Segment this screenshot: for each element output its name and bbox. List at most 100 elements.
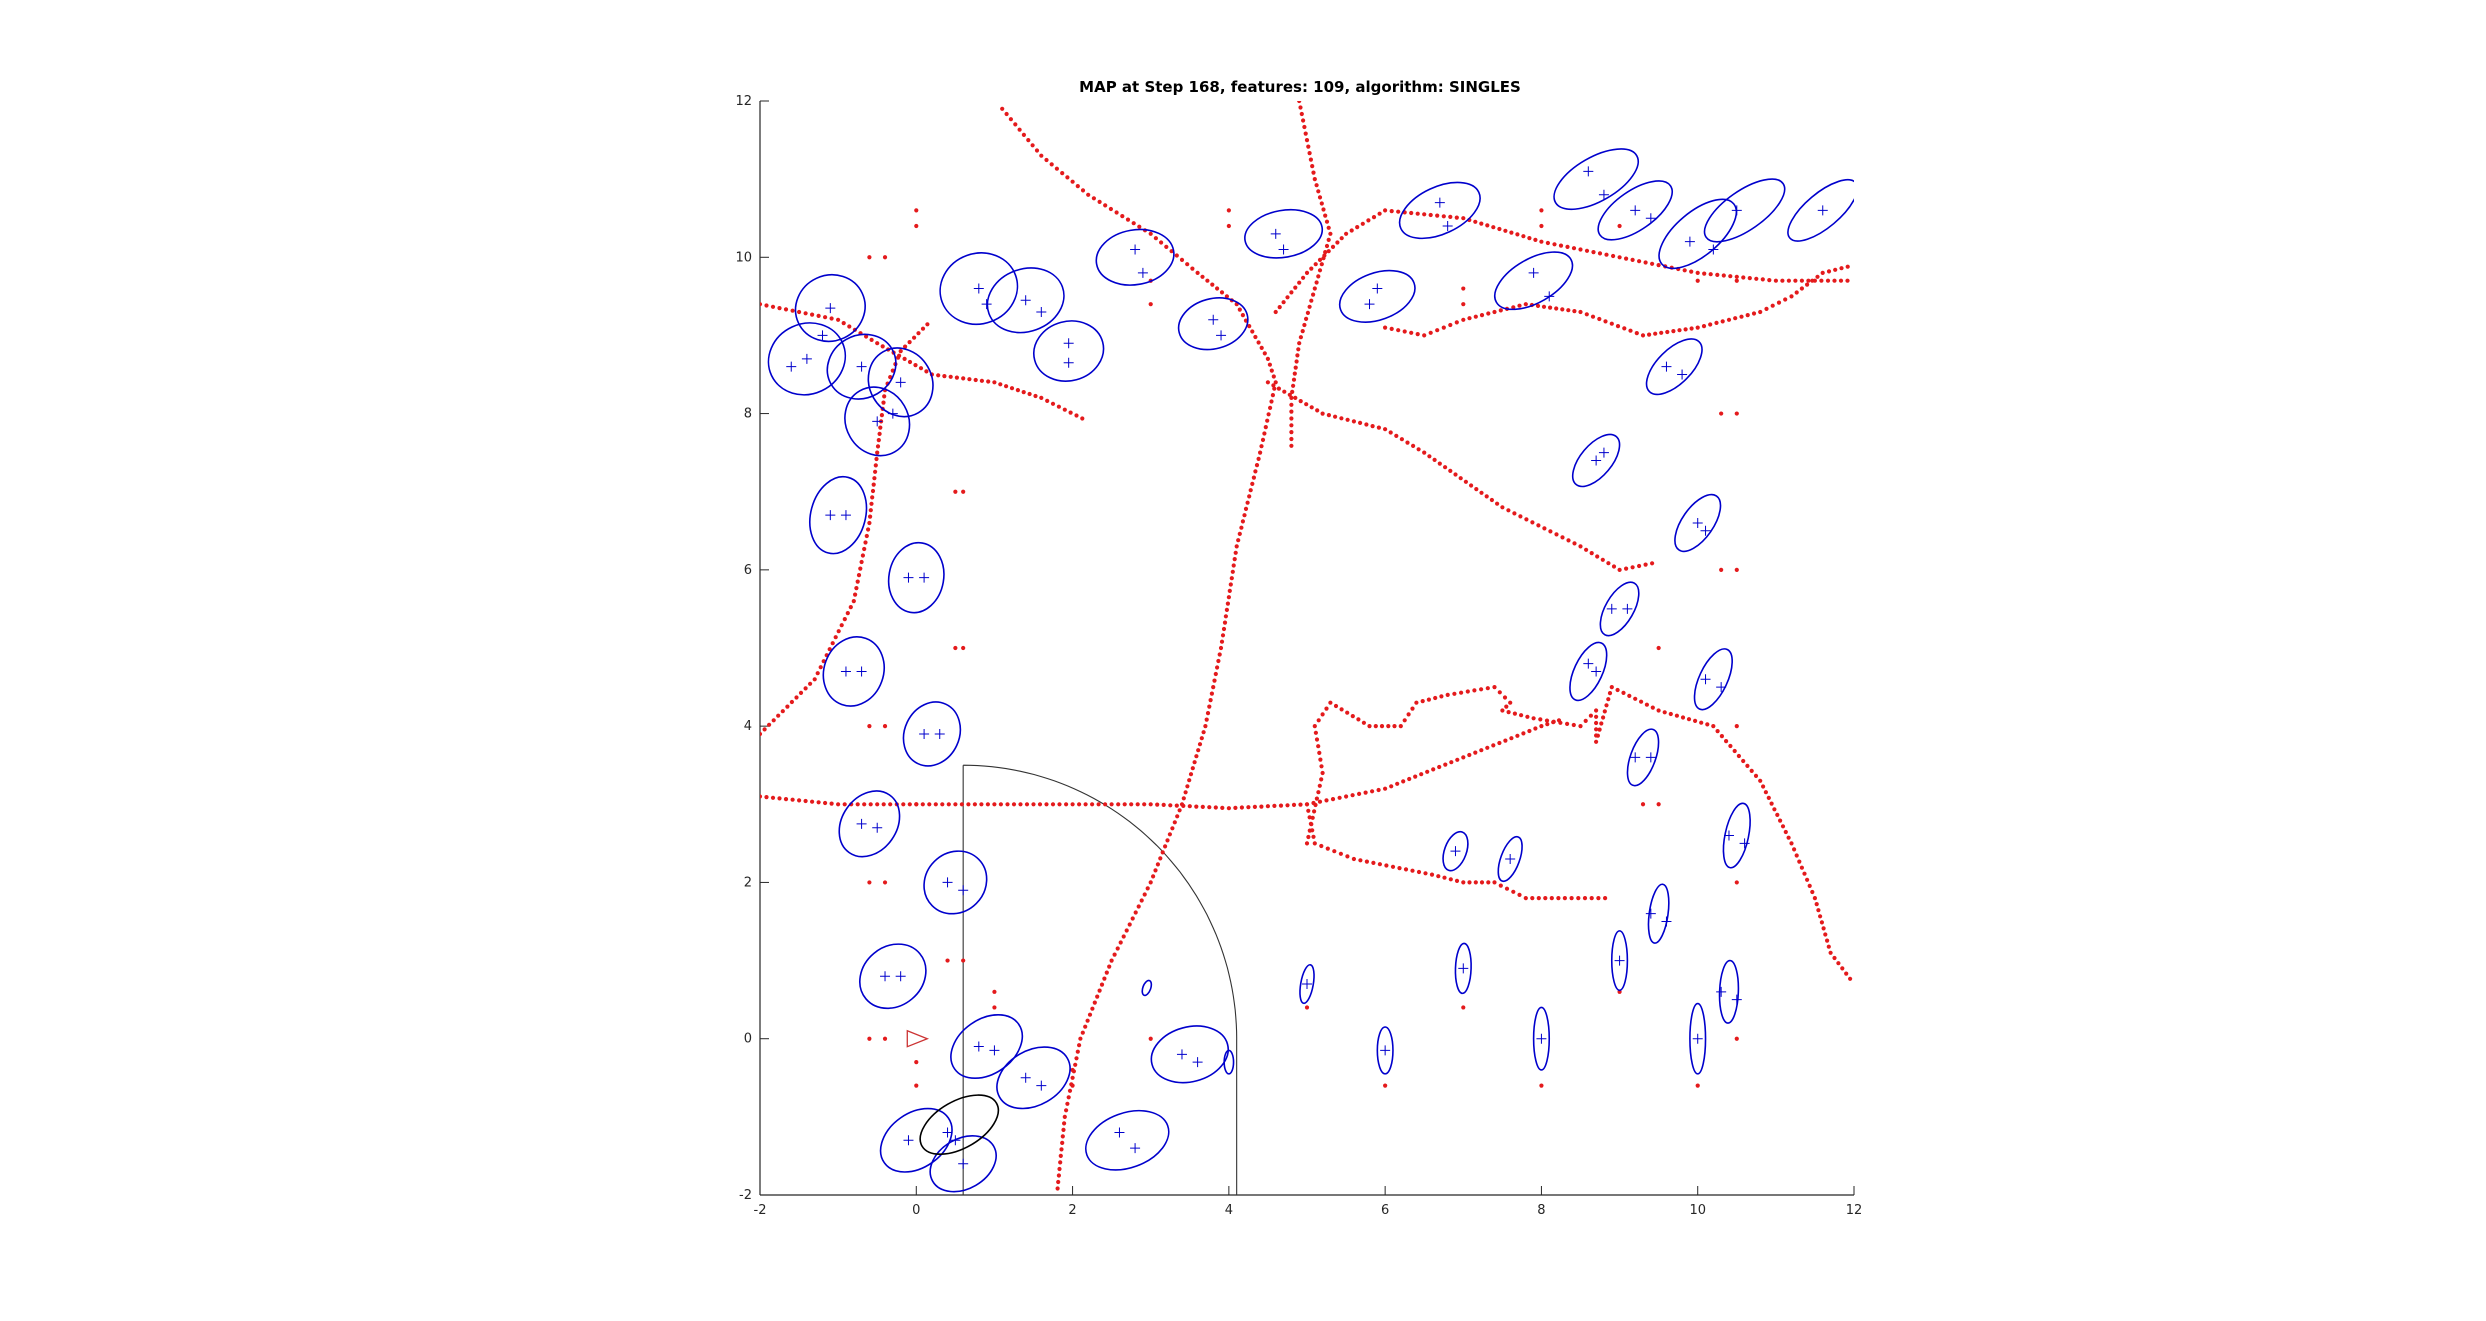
trajectory-point (1323, 250, 1328, 255)
trajectory-point (1448, 468, 1453, 473)
trajectory-point (1306, 834, 1311, 840)
trajectory-point (833, 635, 838, 640)
trajectory-point (1523, 896, 1528, 901)
feature-marker (1692, 517, 1703, 528)
feature-marker (1645, 213, 1656, 224)
feature-marker (1380, 1045, 1391, 1056)
trajectory-point (1065, 1101, 1070, 1106)
trajectory-point (1799, 286, 1804, 291)
trajectory-point (1454, 215, 1459, 220)
trajectory-point (1428, 212, 1433, 218)
trajectory-point (1379, 724, 1385, 729)
trajectory-point (1799, 278, 1804, 283)
observation-dot (1656, 802, 1661, 807)
trajectory-point (1259, 345, 1264, 350)
trajectory-point (1485, 686, 1490, 691)
trajectory-point (1726, 317, 1732, 322)
trajectory (760, 718, 1562, 811)
x-tick-label: -2 (754, 1203, 767, 1218)
trajectory-point (1017, 127, 1022, 132)
trajectory-point (1486, 311, 1491, 316)
trajectory-point (1634, 331, 1639, 336)
trajectory-point (783, 797, 789, 802)
trajectory-point (864, 334, 869, 339)
trajectory-point (1611, 253, 1616, 259)
trajectory-point (1210, 282, 1215, 287)
trajectory-point (1056, 1179, 1061, 1185)
trajectory-point (1556, 896, 1561, 901)
trajectory-point (1566, 538, 1571, 543)
trajectory-point (1127, 922, 1132, 927)
trajectory-point (1410, 868, 1415, 873)
trajectory-point (1351, 856, 1356, 862)
trajectory-point (1323, 213, 1328, 218)
feature-marker (1536, 1033, 1547, 1044)
trajectory-point (898, 349, 903, 354)
trajectory-point (1296, 347, 1301, 352)
observation-dot (1461, 286, 1466, 291)
trajectory-point (1097, 199, 1102, 204)
feature-marker (973, 1041, 984, 1052)
observation-dot (1734, 567, 1739, 572)
landmark-ellipse (939, 252, 1019, 325)
trajectory-point (770, 304, 776, 309)
trajectory-point (1770, 303, 1775, 308)
trajectory-point (1639, 699, 1644, 704)
trajectory-point (1269, 368, 1274, 373)
trajectory-point (1303, 131, 1308, 136)
trajectory-point (1298, 802, 1303, 807)
trajectory-point (1021, 390, 1026, 395)
trajectory-point (1064, 1108, 1069, 1113)
trajectory-point (918, 366, 924, 371)
trajectory-point (1312, 809, 1317, 814)
trajectory-point (790, 797, 795, 802)
trajectory-point (1454, 320, 1459, 325)
trajectory-point (1521, 731, 1526, 736)
trajectory-point (1728, 274, 1733, 279)
trajectory-point (1571, 722, 1576, 728)
trajectory-point (1309, 405, 1314, 410)
trajectory-point (1364, 422, 1369, 427)
trajectory-point (916, 331, 921, 336)
trajectory-point (1321, 207, 1326, 212)
trajectory-point (1377, 211, 1382, 216)
trajectory-point (1011, 802, 1017, 807)
trajectory-point (1077, 1043, 1082, 1048)
trajectory-point (1314, 280, 1319, 285)
trajectory-point (1602, 709, 1607, 714)
landmark-ellipse (838, 790, 901, 858)
observation-dot (1695, 278, 1700, 283)
trajectory-point (810, 799, 815, 804)
trajectory-point (1282, 389, 1287, 394)
trajectory-point (1205, 278, 1210, 283)
trajectory-point (1582, 896, 1588, 901)
trajectory-point (1207, 704, 1212, 709)
trajectory-point (1371, 860, 1376, 866)
feature-marker (973, 283, 984, 294)
feature-marker (1137, 267, 1148, 278)
trajectory-point (897, 353, 902, 358)
trajectory (1304, 685, 1853, 981)
trajectory-point (875, 444, 881, 449)
trajectory-point (1389, 784, 1394, 789)
trajectory-point (1498, 308, 1503, 313)
trajectory-point (1578, 247, 1583, 252)
trajectory-point (829, 801, 834, 806)
trajectory-point (1823, 932, 1828, 937)
trajectory-point (1122, 802, 1127, 807)
trajectory-point (836, 317, 841, 322)
trajectory-point (1810, 278, 1815, 283)
observation-dot (914, 223, 919, 229)
trajectory-point (1062, 1114, 1067, 1119)
feature-marker (1063, 338, 1074, 349)
trajectory-point (1319, 843, 1324, 849)
trajectory-point (815, 671, 820, 676)
robot-pose-triangle (906, 1029, 930, 1048)
trajectory-point (869, 337, 874, 342)
landmark-ellipse (1141, 979, 1153, 997)
trajectory-point (1551, 719, 1556, 724)
trajectory-point (1293, 395, 1298, 400)
feature-marker (825, 510, 836, 521)
trajectory-point (1525, 714, 1530, 719)
trajectory-point (1209, 691, 1214, 696)
